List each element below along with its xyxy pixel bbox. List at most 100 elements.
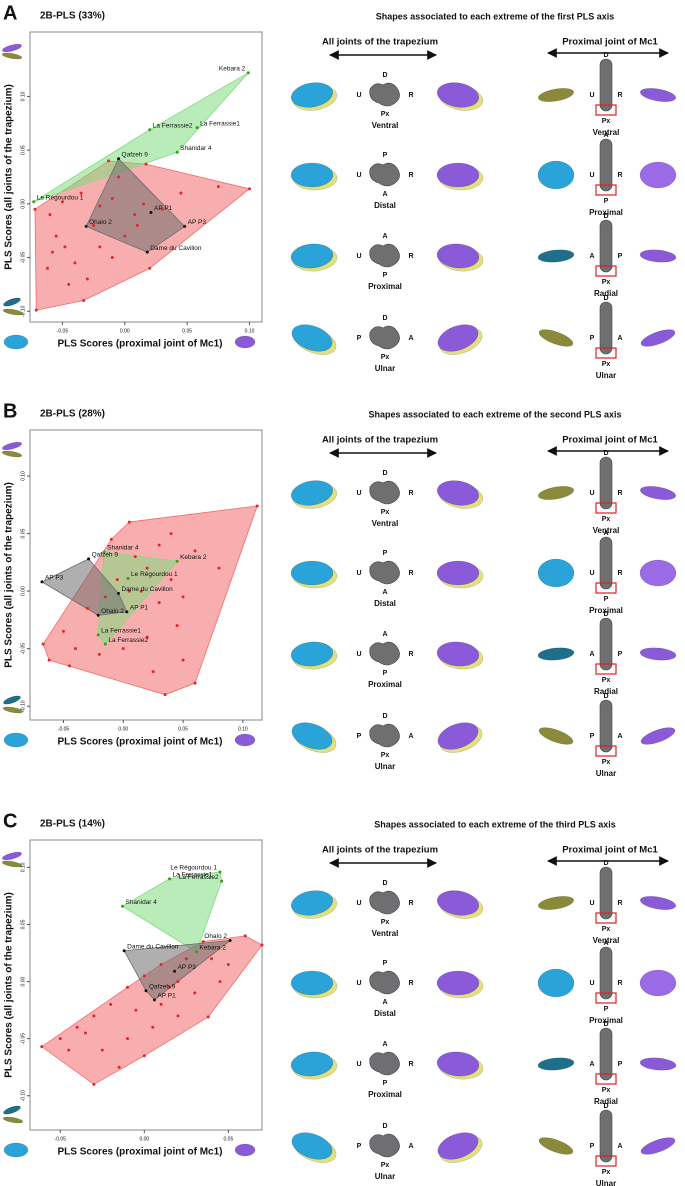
data-point: [151, 1025, 155, 1029]
orientation-label: D: [603, 450, 608, 457]
orientation-label: U: [589, 490, 594, 497]
view-name: Distal: [374, 201, 396, 210]
extreme-shape: [537, 88, 575, 102]
y-tick-label: 0.10: [20, 862, 26, 872]
data-point: [60, 200, 64, 204]
orientation-label: Px: [602, 361, 611, 368]
view-name: Proximal: [589, 606, 623, 615]
data-point: [184, 957, 188, 961]
extreme-shape: [436, 480, 480, 506]
point-label: Kebara 2: [180, 554, 207, 561]
icon-shape: [1, 52, 23, 60]
data-point: [32, 200, 36, 204]
group-hull: [41, 558, 128, 616]
point-label: Dame du Cavillon: [127, 943, 179, 950]
joint-box: [595, 745, 617, 757]
x-tick-label: 0.05: [224, 1136, 234, 1142]
mc1-bone: [599, 699, 613, 753]
data-point: [54, 234, 58, 238]
orientation-label: Px: [381, 354, 390, 361]
mc1-bone: [599, 58, 613, 112]
extreme-shape: [640, 1137, 676, 1155]
extreme-shape: [639, 896, 677, 910]
mc1-bone: [599, 617, 613, 671]
data-point: [144, 989, 148, 993]
icon-shape: [234, 733, 256, 747]
orientation-label: R: [617, 570, 622, 577]
orientation-label: Px: [602, 1169, 611, 1176]
data-point: [127, 589, 131, 593]
data-point: [260, 943, 264, 947]
orientation-label: D: [603, 1103, 608, 1110]
data-point: [246, 71, 250, 75]
orientation-label: D: [382, 315, 387, 322]
joint-box: [595, 582, 617, 594]
y-tick-label: 0.10: [20, 91, 26, 101]
data-point: [50, 250, 54, 254]
extreme-shape: [437, 722, 479, 750]
view-name: Proximal: [589, 208, 623, 217]
extreme-shape: [640, 727, 676, 745]
data-point: [67, 1048, 71, 1052]
orientation-label: Px: [602, 279, 611, 286]
orientation-label: P: [383, 670, 388, 677]
column-title: Proximal joint of Mc1: [562, 37, 658, 48]
data-point: [142, 1054, 146, 1058]
data-point: [122, 949, 126, 953]
orientation-label: U: [356, 92, 361, 99]
icon-shape: [2, 43, 22, 53]
orientation-label: U: [356, 172, 361, 179]
data-point: [61, 629, 65, 633]
y-tick-label: -0.10: [20, 1090, 26, 1102]
extreme-shape: [537, 896, 575, 910]
y-tick-label: -0.05: [20, 1033, 26, 1045]
data-point: [217, 566, 221, 570]
joint-box: [595, 265, 617, 277]
data-point: [63, 245, 67, 249]
orientation-label: U: [356, 1061, 361, 1068]
joint-box: [595, 184, 617, 196]
orientation-label: P: [590, 733, 595, 740]
x-tick-label: 0.10: [238, 726, 248, 732]
orientation-label: U: [589, 980, 594, 987]
data-point: [126, 985, 130, 989]
data-point: [181, 595, 185, 599]
view-name: Distal: [374, 1009, 396, 1018]
y-tick-label: 0.05: [20, 145, 26, 155]
data-point: [145, 250, 149, 254]
data-point: [116, 591, 120, 595]
orientation-label: A: [589, 1061, 594, 1068]
data-point: [97, 652, 101, 656]
y-tick-label: 0.05: [20, 919, 26, 929]
data-point: [58, 1037, 62, 1041]
trapezium-bone: [369, 641, 400, 666]
data-point: [133, 213, 137, 217]
column-title: All joints of the trapezium: [322, 37, 438, 48]
orientation-label: U: [356, 900, 361, 907]
y-axis-label: PLS Scores (all joints of the trapezium): [4, 84, 15, 270]
data-point: [87, 557, 91, 561]
view-name: Distal: [374, 599, 396, 608]
orientation-label: A: [617, 1143, 622, 1150]
icon-shape: [3, 695, 21, 705]
extreme-shape: [290, 890, 334, 916]
extreme-shape: [290, 641, 334, 667]
joint-box: [595, 1155, 617, 1167]
extreme-shape: [291, 324, 333, 352]
data-point: [47, 658, 51, 662]
orientation-label: P: [604, 198, 609, 205]
mc1-bone: [599, 1027, 613, 1081]
data-point: [126, 1037, 130, 1041]
data-point: [134, 1008, 138, 1012]
x-axis-label: PLS Scores (proximal joint of Mc1): [57, 737, 222, 748]
icon-shape: [2, 706, 24, 714]
data-point: [228, 938, 232, 942]
orientation-label: D: [382, 713, 387, 720]
data-point: [41, 642, 45, 646]
chart-title: 2B-PLS (33%): [40, 11, 105, 22]
data-point: [85, 606, 89, 610]
orientation-label: R: [617, 980, 622, 987]
view-name: Ventral: [372, 121, 399, 130]
orientation-label: R: [617, 900, 622, 907]
